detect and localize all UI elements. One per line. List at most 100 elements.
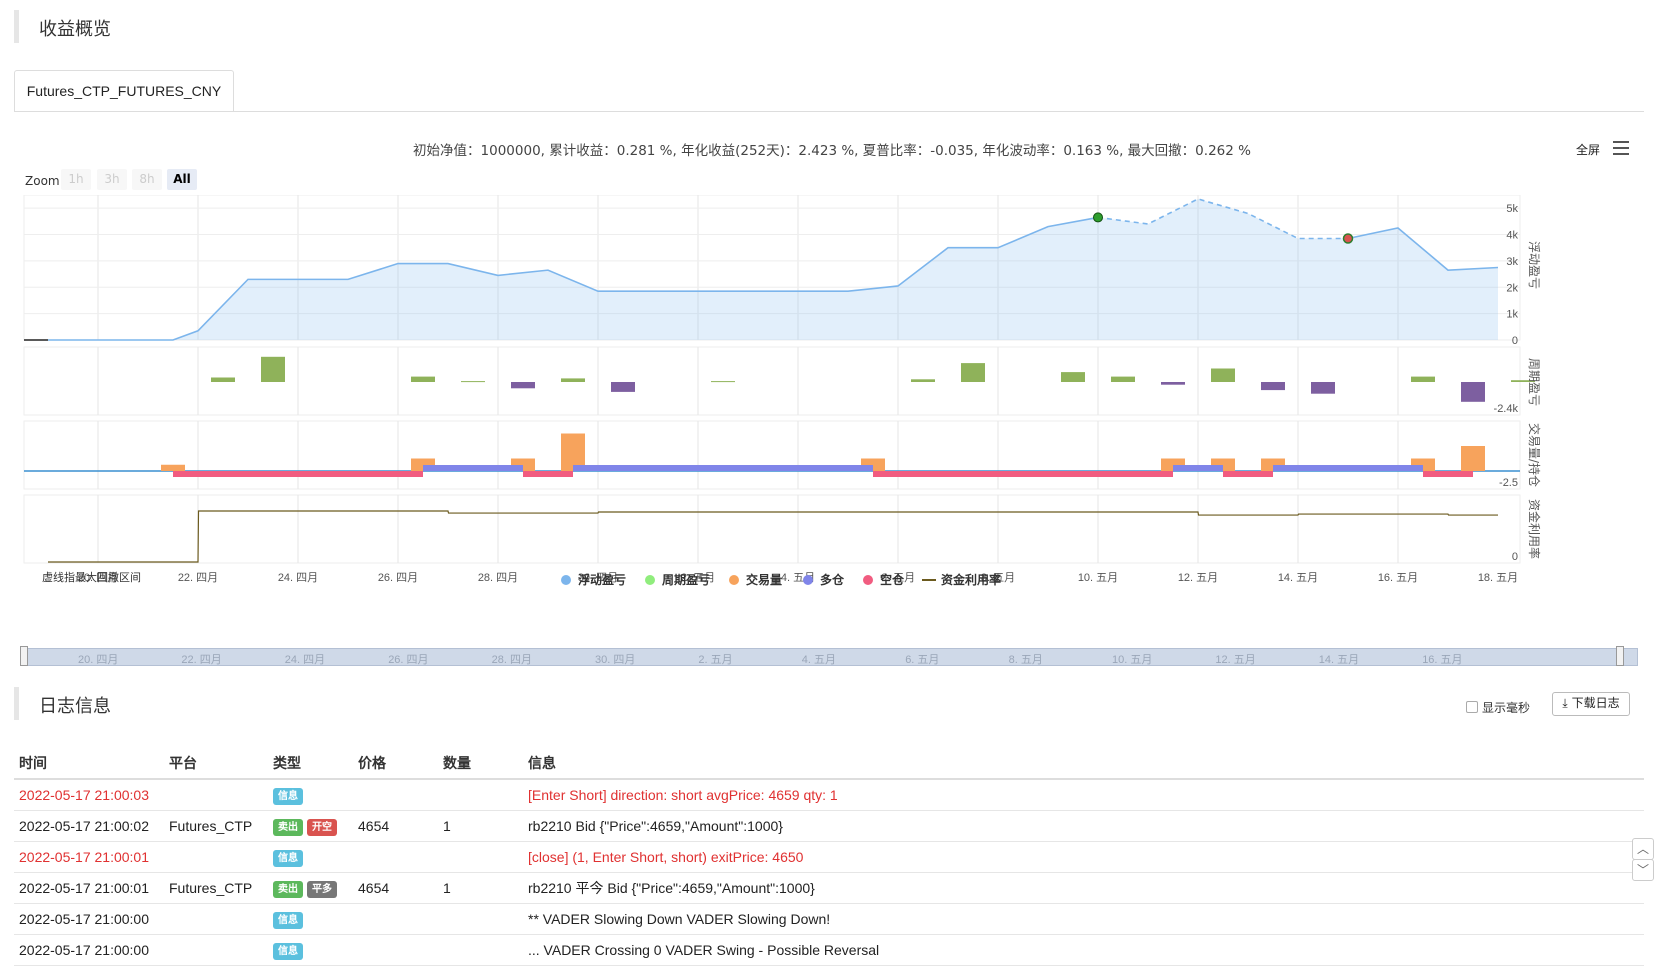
short-position-bar <box>1223 471 1273 477</box>
period-pnl-bar <box>1111 376 1135 382</box>
legend-item[interactable]: 浮动盈亏 <box>561 572 626 587</box>
log-qty <box>438 903 523 935</box>
log-info: [Enter Short] direction: short avgPrice:… <box>523 779 1644 811</box>
y-tick-label: 3k <box>1506 256 1518 268</box>
log-info: rb2210 Bid {"Price":4659,"Amount":1000} <box>523 810 1644 842</box>
log-platform: Futures_CTP <box>164 810 268 842</box>
legend-label: 交易量 <box>746 572 782 587</box>
legend-marker <box>729 575 739 585</box>
log-time: 2022-05-17 21:00:00 <box>14 934 164 966</box>
log-type: 信息 <box>268 779 353 811</box>
col-qty[interactable]: 数量 <box>438 748 523 780</box>
legend-item[interactable]: 资金利用率 <box>922 572 1001 587</box>
panel-axis-title: 周期盈亏 <box>1527 358 1541 406</box>
legend-item[interactable]: 周期盈亏 <box>645 572 710 587</box>
y-tick-label: -2.4k <box>1494 403 1519 415</box>
panel-axis-title: 浮动盈亏 <box>1527 241 1541 289</box>
col-time[interactable]: 时间 <box>14 748 164 780</box>
volume-bar <box>1461 446 1485 471</box>
navigator-right-handle[interactable] <box>1616 646 1624 666</box>
navigator-tick-label: 10. 五月 <box>1112 654 1153 666</box>
col-platform[interactable]: 平台 <box>164 748 268 780</box>
type-badge: 信息 <box>273 787 303 805</box>
period-pnl-bar <box>1511 380 1535 382</box>
y-tick-label: 0 <box>1512 551 1518 563</box>
panel-axis-title: 资金利用率 <box>1527 499 1542 559</box>
navigator-left-handle[interactable] <box>20 646 28 666</box>
period-pnl-bar <box>511 382 535 389</box>
navigator-tick-label: 16. 五月 <box>1422 654 1463 666</box>
zoom-label: Zoom <box>25 174 60 188</box>
navigator-tick-label: 12. 五月 <box>1215 654 1256 666</box>
log-type: 信息 <box>268 841 353 873</box>
log-row: 2022-05-17 21:00:01 Futures_CTP 卖出 平多 4654 1 r… <box>14 872 1644 904</box>
x-tick-label: 6. 五月 <box>881 572 915 584</box>
float-pnl-line <box>48 216 1099 341</box>
volume-bar <box>561 433 585 471</box>
float-pnl-area <box>48 198 1498 340</box>
performance-chart[interactable]: 01k2k3k4k5k-2.4k-2.50浮动盈亏周期盈亏交易量/持仓资金利用率… <box>0 195 1664 635</box>
scroll-up-button[interactable]: ︿ <box>1632 838 1654 860</box>
short-position-bar <box>523 471 573 477</box>
legend-label: 周期盈亏 <box>662 572 710 587</box>
log-time: 2022-05-17 21:00:01 <box>14 841 164 873</box>
x-tick-label: 12. 五月 <box>1178 572 1218 584</box>
fullscreen-button[interactable]: 全屏 <box>1576 143 1601 157</box>
panel-frame <box>23 346 1521 416</box>
long-position-bar <box>1273 465 1423 471</box>
log-type: 信息 <box>268 903 353 935</box>
show-ms-label: 显示毫秒 <box>1482 701 1531 715</box>
menu-icon[interactable] <box>1613 141 1629 155</box>
period-pnl-bar <box>411 376 435 382</box>
col-info[interactable]: 信息 <box>523 748 1644 780</box>
navigator-tick-label: 2. 五月 <box>698 654 733 666</box>
download-log-button[interactable]: ⤓ 下载日志 <box>1552 692 1630 716</box>
log-type: 卖出 平多 <box>268 872 353 904</box>
zoom-3h-button[interactable]: 3h <box>97 169 127 190</box>
legend-marker <box>803 575 813 585</box>
y-tick-label: 1k <box>1506 309 1518 321</box>
log-time: 2022-05-17 21:00:02 <box>14 810 164 842</box>
log-info: ... VADER Crossing 0 VADER Swing - Possi… <box>523 934 1644 966</box>
drawdown-start-marker <box>1093 212 1103 223</box>
log-price <box>353 934 438 966</box>
col-type[interactable]: 类型 <box>268 748 353 780</box>
log-header: 日志信息 <box>14 687 1659 720</box>
legend-item[interactable]: 空仓 <box>863 572 905 587</box>
navigator-tick-label: 22. 四月 <box>181 654 222 666</box>
period-pnl-bar <box>611 382 635 392</box>
x-tick-label: 14. 五月 <box>1278 572 1318 584</box>
overview-title: 收益概览 <box>39 19 111 40</box>
log-title: 日志信息 <box>39 696 111 717</box>
navigator-tick-label: 20. 四月 <box>78 654 119 666</box>
scroll-down-button[interactable]: ﹀ <box>1632 859 1654 881</box>
legend-label: 浮动盈亏 <box>578 572 626 587</box>
period-pnl-bar <box>1211 368 1235 382</box>
zoom-all-button[interactable]: All <box>167 169 197 190</box>
period-pnl-bar <box>1061 372 1085 382</box>
checkbox-icon[interactable] <box>1466 701 1478 713</box>
zoom-1h-button[interactable]: 1h <box>61 169 91 190</box>
legend-item[interactable]: 多仓 <box>803 572 845 587</box>
col-price[interactable]: 价格 <box>353 748 438 780</box>
period-pnl-bar <box>461 381 485 383</box>
zoom-8h-button[interactable]: 8h <box>132 169 162 190</box>
log-price: 4654 <box>353 872 438 904</box>
period-pnl-bar <box>1311 382 1335 394</box>
navigator-tick-label: 4. 五月 <box>801 654 837 666</box>
period-pnl-bar <box>1161 382 1185 385</box>
long-position-bar <box>573 465 873 471</box>
type-badge: 卖出 <box>273 818 303 836</box>
navigator-tick-label: 14. 五月 <box>1318 654 1360 666</box>
navigator-tick-label: 24. 四月 <box>284 654 326 666</box>
show-ms-checkbox[interactable]: 显示毫秒 <box>1466 699 1530 716</box>
period-pnl-bar <box>711 381 735 383</box>
type-badge: 开空 <box>307 818 337 836</box>
tab-futures-ctp[interactable]: Futures_CTP_FUTURES_CNY <box>14 70 234 111</box>
y-tick-label: 0 <box>1512 335 1518 347</box>
type-badge: 信息 <box>273 849 303 867</box>
legend-item[interactable]: 交易量 <box>729 572 782 587</box>
period-pnl-bar <box>911 379 935 382</box>
x-tick-label: 2. 五月 <box>681 572 715 584</box>
log-platform <box>164 903 268 935</box>
